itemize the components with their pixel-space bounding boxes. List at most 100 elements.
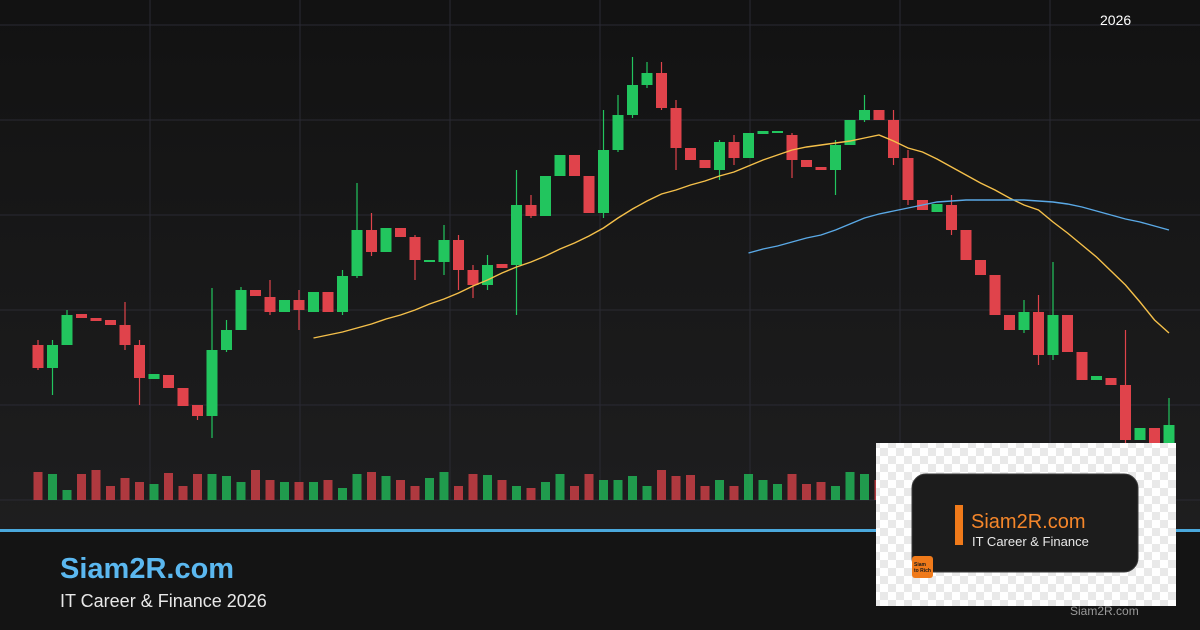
volume-bar [642,486,652,500]
candle-body [946,205,957,230]
volume-bar [686,475,695,500]
volume-bar [251,470,260,500]
candle-body [134,345,145,378]
candle-body [1105,378,1117,385]
candle-body [337,276,348,312]
volume-bar [758,480,768,500]
volume-bar [787,474,797,500]
volume-bar [845,472,855,500]
candle-body [1134,428,1146,440]
volume-bar [744,474,753,500]
candle-body [61,315,73,345]
volume-bar [671,476,681,500]
volume-bar [468,474,478,500]
volume-bar [91,470,101,500]
logo-icon [912,556,933,578]
candle-body [554,155,566,176]
volume-bar [222,476,231,500]
candle-body [815,167,827,170]
volume-bar [381,476,391,500]
volume-bar [816,482,826,500]
candle-body [1062,315,1073,352]
volume-bar [497,480,507,500]
volume-bar [584,474,594,500]
volume-bar [33,472,43,500]
candle-body [438,240,450,262]
divider [0,529,1200,532]
volume-bar [729,486,739,500]
candle-body [989,275,1001,315]
candle-body [598,150,609,213]
candle-body [235,290,247,330]
volume-bar [48,474,57,500]
volume-bar [164,473,173,500]
candle-body [366,230,377,252]
candle-body [714,142,725,170]
candle-body [467,270,479,285]
candle-body [786,135,798,160]
candle-body [1033,312,1044,355]
volume-bar [193,474,202,500]
candle-body [859,110,870,120]
candle-body [627,85,638,115]
candle-body [902,158,914,200]
candle-body [699,160,711,168]
volume-bar [439,472,449,500]
footer-subtitle: IT Career & Finance 2026 [60,591,267,611]
volume-bar [483,475,492,500]
candle-body [90,318,102,321]
candle-body [801,160,812,167]
candle-body [482,265,493,285]
candle-body [308,292,319,312]
logo-panel: Siam2R.com IT Career & Finance Siam to R… [876,443,1176,618]
candle-body [250,290,261,296]
volume-bar [77,474,86,500]
candle-body [1120,385,1131,440]
candle-body [873,110,885,120]
volume-bar [135,482,144,500]
candle-body [351,230,363,276]
candle-body [583,176,595,213]
candle-body [656,73,667,108]
candle-body [47,345,58,368]
candle-body [264,297,276,312]
volume-bar [178,486,188,500]
candle-body [1163,425,1175,450]
volume-bar [700,486,710,500]
logo-card [911,473,1139,573]
candle-body [1004,315,1015,330]
candle-body [1018,312,1030,330]
volume-bar [599,480,608,500]
volume-bar [831,486,840,500]
candle-body [540,176,551,216]
candle-body [1091,376,1102,380]
candle-body [888,120,899,158]
candle-body [612,115,624,150]
candle-body [511,205,522,265]
volume-bar [367,472,376,500]
logo-subtitle: IT Career & Finance [972,534,1089,549]
volume-bar [802,484,811,500]
volume-bar [570,486,579,500]
volume-bar [280,482,289,500]
volume-bar [62,490,72,500]
candle-body [322,292,334,312]
candle-body [192,405,203,416]
candle-body [975,260,986,275]
volume-bar [338,488,347,500]
logo-caption: Siam2R.com [1070,604,1139,618]
candle-body [772,131,783,133]
volume-bar [628,476,637,500]
logo-icon-text: Siam [914,562,927,568]
candle-body [380,228,392,252]
footer-title: Siam2R.com [60,553,234,585]
candle-body [1047,315,1059,355]
volume-bar [410,486,420,500]
candle-body [641,73,653,85]
candle-body [960,230,972,260]
candle-body [743,133,754,158]
year-badge: 2026 [1100,12,1131,28]
candle-body [221,330,232,350]
candle-body [525,205,537,216]
